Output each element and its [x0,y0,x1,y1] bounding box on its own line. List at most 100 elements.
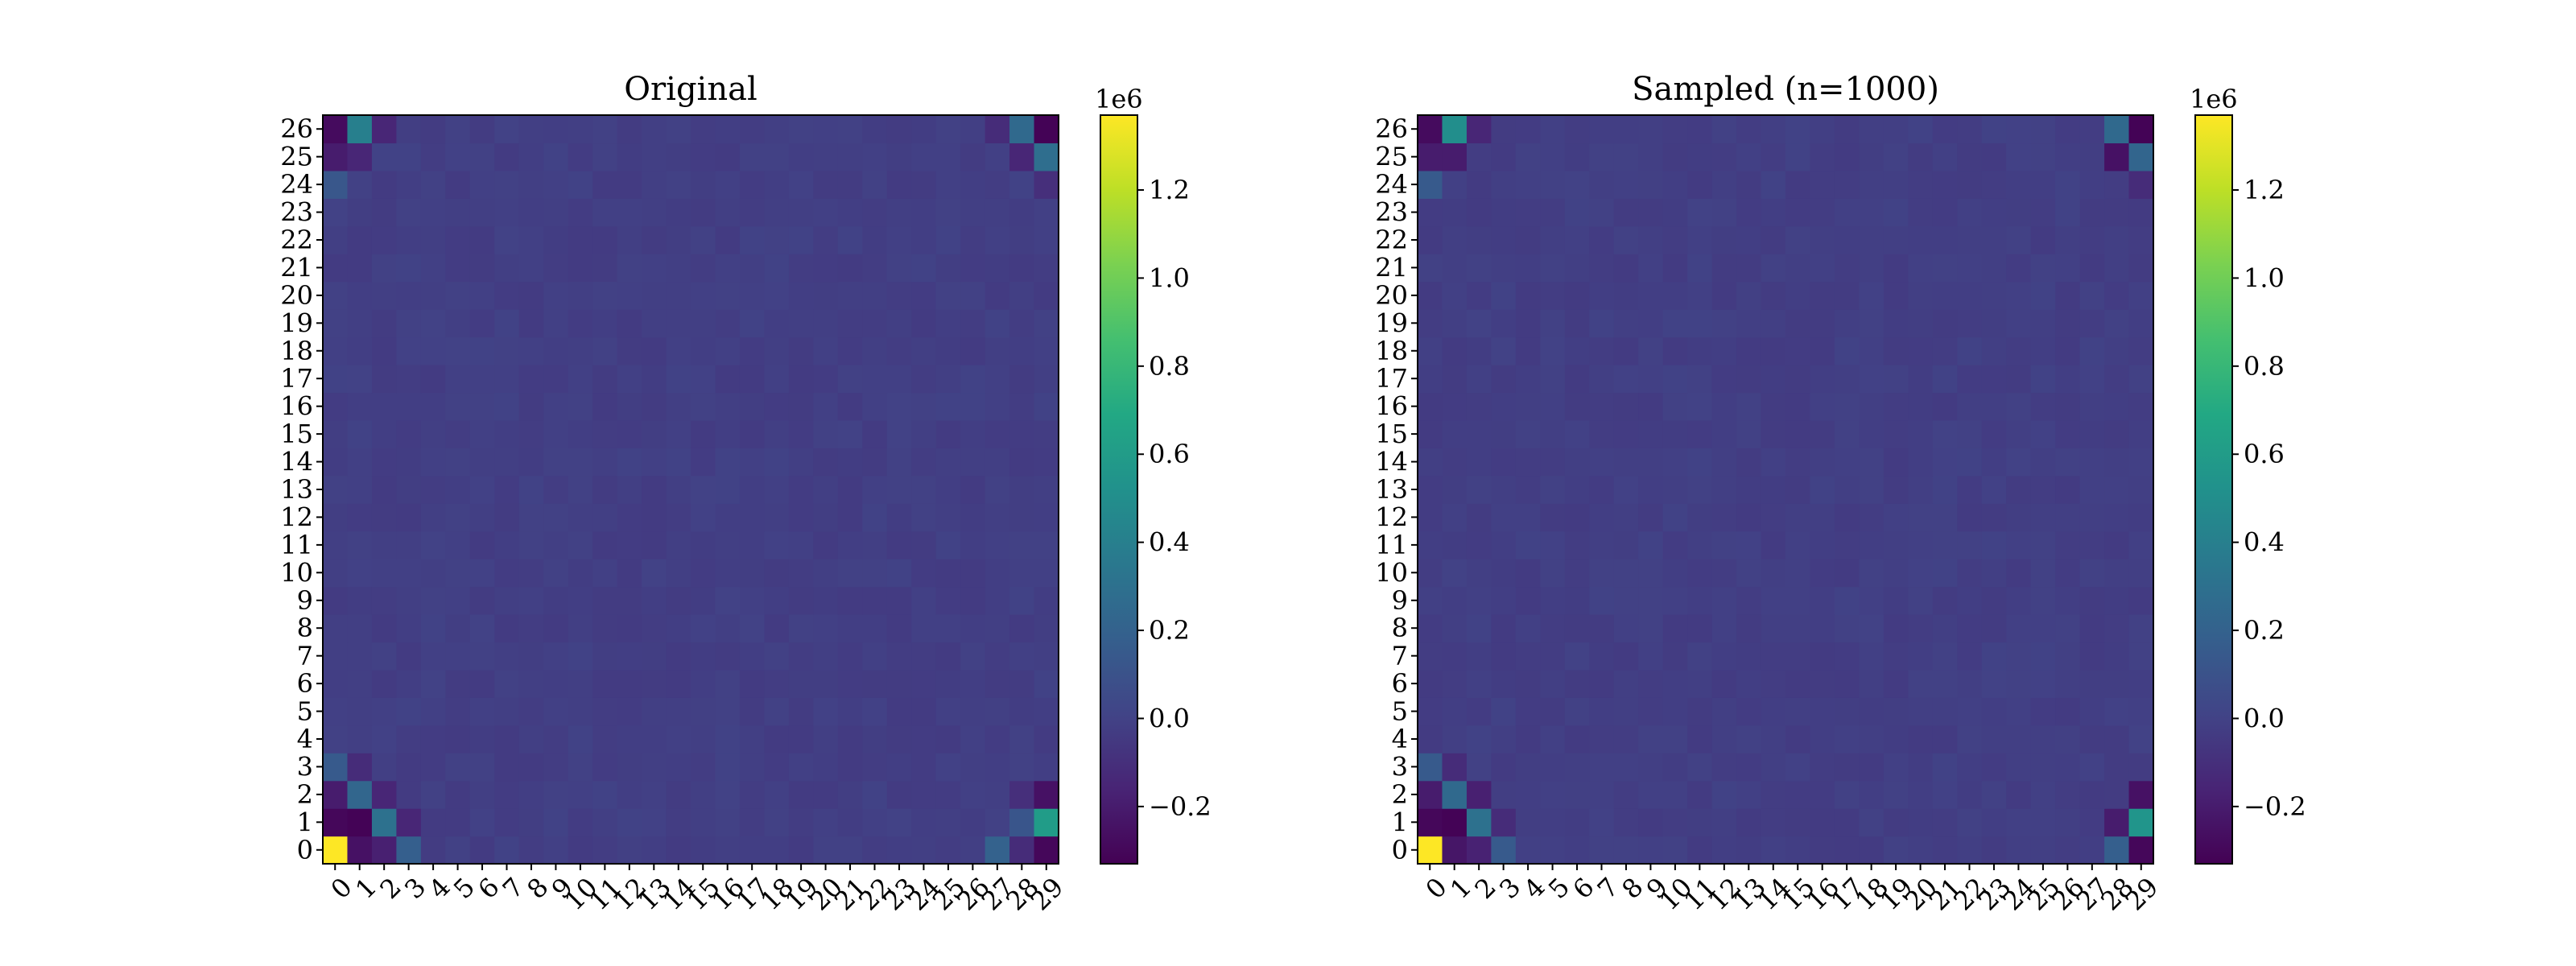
heatmap-cell [1589,448,1615,477]
colorbar-tick-label: 0.6 [2244,439,2285,469]
heatmap-cell [862,530,888,559]
heatmap-cell [1785,586,1811,615]
heatmap-cell [1883,697,1909,726]
heatmap-cell [494,170,520,199]
heatmap-cell [1736,586,1762,615]
heatmap-cell [1638,836,1664,865]
heatmap-cell [371,530,397,559]
heatmap-cell [1540,170,1566,199]
y-tick-label: 4 [297,724,313,754]
heatmap-cell [1711,697,1737,726]
heatmap-cell [445,170,471,199]
heatmap-cell [617,254,642,283]
heatmap-cell [2079,669,2105,698]
heatmap-cell [1442,281,1468,310]
heatmap-cell [2128,669,2154,698]
heatmap-cell [642,836,667,865]
heatmap-cell [1834,419,1860,448]
y-tick-label: 14 [1375,447,1408,477]
heatmap-cell [1687,115,1713,144]
x-tick-label: 29 [1025,872,1070,917]
heatmap-cell [1687,753,1713,782]
heatmap-cell [1466,198,1492,227]
heatmap-cell [1515,808,1541,837]
heatmap-cell [617,225,642,254]
heatmap-cell [1418,697,1443,726]
heatmap-cell [739,669,765,698]
colorbar-tick-label: 0.2 [1149,615,1190,646]
heatmap-cell [1834,614,1860,643]
heatmap-cell [371,780,397,809]
heatmap-cell [1540,642,1566,671]
heatmap-cell [2128,365,2154,394]
heatmap-cell [813,475,839,504]
heatmap-cell [1908,697,1934,726]
heatmap-cell [2030,559,2056,588]
heatmap-cell [1761,780,1786,809]
heatmap-cell [396,142,422,171]
heatmap-cell [2030,530,2056,559]
heatmap-cell [1491,530,1517,559]
heatmap-cell [1638,780,1664,809]
heatmap-cell [445,115,471,144]
y-tick-label: 10 [280,557,313,588]
heatmap-cell [642,365,667,394]
heatmap-cell [1564,669,1590,698]
heatmap-cell [347,225,373,254]
heatmap-cell [715,836,741,865]
y-tick-label: 13 [1375,474,1408,505]
heatmap-cell [617,115,642,144]
heatmap-cell [2079,309,2105,338]
heatmap-cell [886,115,912,144]
heatmap-cell [1589,365,1615,394]
heatmap-cell [617,392,642,421]
heatmap-cell [1761,419,1786,448]
heatmap-cell [1687,559,1713,588]
heatmap-cell [518,336,544,365]
heatmap-cell [837,198,863,227]
heatmap-cell [1564,836,1590,865]
panel-original: Original 0123456789101112131415161718192… [280,71,1211,916]
heatmap-cell [2006,336,2032,365]
heatmap-cell [1687,503,1713,532]
heatmap-cell [445,336,471,365]
heatmap-cell [911,586,937,615]
x-tick-label: 0 [1420,872,1453,905]
heatmap-cell [1785,198,1811,227]
heatmap-cell [469,281,495,310]
colorbar-scale-label: 1e6 [2190,84,2238,114]
heatmap-cell [886,697,912,726]
heatmap-cell [1687,642,1713,671]
heatmap-cell [1834,170,1860,199]
y-tick-label: 6 [1392,668,1408,699]
heatmap-cell [1540,808,1566,837]
heatmap-cell [1736,336,1762,365]
heatmap-cell [568,836,593,865]
heatmap-cell [494,225,520,254]
heatmap-cell [911,142,937,171]
heatmap-cell [1687,614,1713,643]
heatmap-cell [2055,614,2081,643]
heatmap-cell [469,254,495,283]
heatmap-cell [1564,115,1590,144]
heatmap-cell [445,365,471,394]
heatmap-cell [1785,780,1811,809]
heatmap-cell [1662,281,1688,310]
heatmap-cell [764,808,790,837]
heatmap-cell [1009,309,1035,338]
heatmap-cell [1981,336,2007,365]
heatmap-cell [1034,115,1059,144]
heatmap-cell [469,475,495,504]
heatmap-cell [1613,475,1639,504]
heatmap-cell [1442,475,1468,504]
heatmap-cell [592,586,618,615]
heatmap-cell [862,642,888,671]
heatmap-cell [1466,419,1492,448]
heatmap-cell [715,281,741,310]
heatmap-cell [1736,281,1762,310]
heatmap-cell [2055,309,2081,338]
heatmap-cell [911,419,937,448]
heatmap-cell [371,836,397,865]
heatmap-cell [592,530,618,559]
heatmap-cell [715,475,741,504]
